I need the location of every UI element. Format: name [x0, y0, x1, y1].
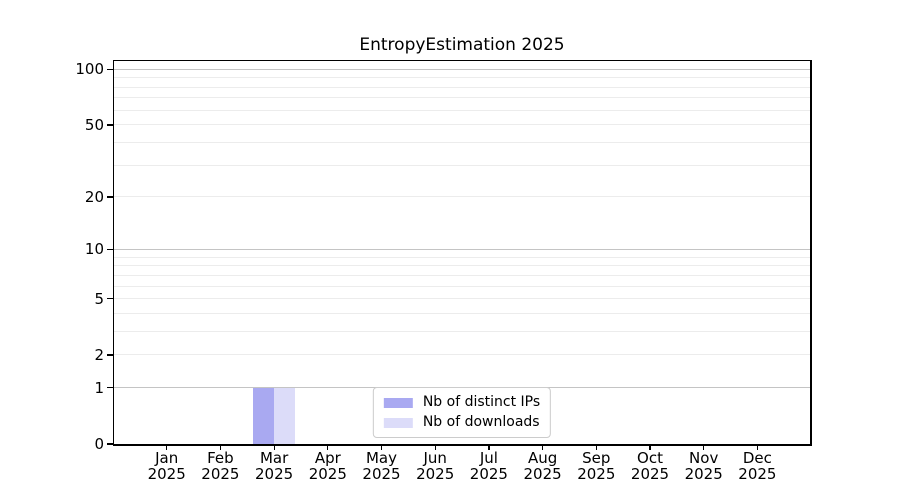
x-tick-month: Aug: [527, 449, 558, 467]
x-tick-year: 2025: [523, 464, 562, 483]
x-tick-label-mar: Mar 2025: [244, 449, 304, 483]
x-tick-label-jul: Jul 2025: [459, 449, 519, 483]
x-tick-month: Dec: [742, 449, 772, 467]
x-tick-mark-jun: [434, 444, 436, 450]
x-tick-mark-nov: [703, 444, 705, 450]
x-tick-label-dec: Dec 2025: [727, 449, 787, 483]
gridline-y-6: [114, 285, 810, 287]
y-tick-label-2: 2: [94, 345, 104, 364]
y-tick-label-0: 0: [94, 435, 104, 453]
y-tick-mark-20: [107, 196, 114, 198]
gridline-y-7: [114, 274, 810, 276]
x-tick-month: Nov: [689, 449, 719, 467]
gridline-y-80: [114, 86, 810, 88]
axis-spine-top: [112, 59, 812, 61]
x-tick-label-apr: Apr 2025: [298, 449, 358, 483]
x-tick-mark-mar: [273, 444, 275, 450]
gridline-y-30: [114, 164, 810, 166]
x-tick-label-jun: Jun 2025: [405, 449, 465, 483]
y-tick-label-5: 5: [94, 289, 104, 308]
y-tick-label-20: 20: [84, 187, 104, 206]
x-tick-year: 2025: [684, 464, 723, 483]
x-tick-year: 2025: [147, 464, 186, 483]
legend-item-distinct-ips: Nb of distinct IPs: [383, 394, 541, 410]
x-tick-label-sep: Sep 2025: [566, 449, 626, 483]
x-tick-year: 2025: [308, 464, 347, 483]
chart-title: EntropyEstimation 2025: [359, 35, 565, 55]
x-tick-month: May: [365, 449, 397, 467]
gridline-y-40: [114, 142, 810, 144]
x-tick-month: Jul: [479, 449, 498, 467]
legend-swatch-downloads: [383, 417, 413, 428]
x-tick-label-jan: Jan 2025: [137, 449, 197, 483]
x-tick-month: Mar: [259, 449, 289, 467]
legend-label-downloads: Nb of downloads: [422, 414, 540, 430]
gridline-y-9: [114, 256, 810, 258]
gridline-y-8: [114, 265, 810, 267]
x-tick-mark-sep: [595, 444, 597, 450]
x-tick-mark-dec: [756, 444, 759, 450]
y-tick-label-1: 1: [94, 378, 104, 397]
y-tick-mark-1: [107, 387, 114, 389]
legend: Nb of distinct IPs Nb of downloads: [372, 387, 552, 438]
y-tick-mark-2: [107, 354, 114, 356]
x-tick-year: 2025: [738, 464, 777, 483]
x-tick-label-nov: Nov 2025: [674, 449, 734, 483]
legend-swatch-distinct-ips: [383, 397, 413, 408]
x-tick-mark-may: [380, 444, 383, 450]
axis-spine-right: [810, 59, 812, 446]
x-tick-mark-jul: [488, 444, 490, 450]
gridline-y-60: [114, 109, 810, 111]
gridline-y-100: [114, 68, 810, 70]
gridline-y-70: [114, 97, 810, 99]
legend-label-distinct-ips: Nb of distinct IPs: [422, 394, 541, 410]
x-tick-label-feb: Feb 2025: [190, 449, 250, 483]
axis-spine-bottom: [112, 444, 812, 446]
plot-area: Nb of distinct IPs Nb of downloads: [112, 59, 812, 446]
x-tick-year: 2025: [416, 464, 455, 483]
x-tick-year: 2025: [362, 464, 401, 483]
x-tick-month: Jun: [423, 449, 447, 467]
x-tick-month: Jan: [155, 449, 179, 467]
axis-spine-left: [112, 59, 114, 446]
x-tick-year: 2025: [577, 464, 616, 483]
y-tick-label-100: 100: [75, 60, 104, 79]
gridline-y-20: [114, 196, 810, 198]
gridline-y-2: [114, 354, 810, 356]
x-tick-mark-jan: [166, 444, 168, 450]
gridline-y-3: [114, 330, 810, 332]
y-tick-label-10: 10: [84, 240, 104, 259]
x-tick-mark-aug: [542, 444, 544, 450]
x-tick-year: 2025: [201, 464, 240, 483]
x-tick-month: Sep: [582, 449, 611, 467]
x-tick-year: 2025: [469, 464, 508, 483]
gridline-y-4: [114, 312, 810, 314]
x-tick-mark-feb: [219, 444, 222, 450]
legend-item-downloads: Nb of downloads: [383, 414, 540, 430]
x-tick-label-aug: Aug 2025: [513, 449, 573, 483]
bar-nb-of-downloads-mar: [274, 387, 296, 444]
x-tick-month: Feb: [207, 449, 234, 467]
y-tick-mark-100: [107, 68, 114, 71]
gridline-y-50: [114, 124, 810, 126]
gridline-y-5: [114, 298, 810, 300]
x-tick-month: Apr: [314, 449, 341, 467]
y-tick-mark-5: [107, 297, 114, 300]
x-tick-year: 2025: [255, 464, 294, 483]
y-tick-mark-50: [107, 124, 114, 126]
bar-nb-of-distinct-ips-mar: [252, 387, 275, 444]
y-tick-label-50: 50: [84, 115, 104, 134]
gridline-y-90: [114, 77, 810, 79]
x-tick-label-oct: Oct 2025: [620, 449, 680, 483]
y-tick-mark-10: [107, 248, 114, 251]
y-tick-mark-0: [107, 443, 114, 445]
x-tick-mark-oct: [649, 444, 651, 450]
x-tick-label-may: May 2025: [352, 449, 412, 483]
gridline-y-10: [114, 248, 810, 250]
x-tick-month: Oct: [637, 449, 663, 467]
x-tick-year: 2025: [630, 464, 670, 483]
x-tick-mark-apr: [327, 444, 329, 450]
